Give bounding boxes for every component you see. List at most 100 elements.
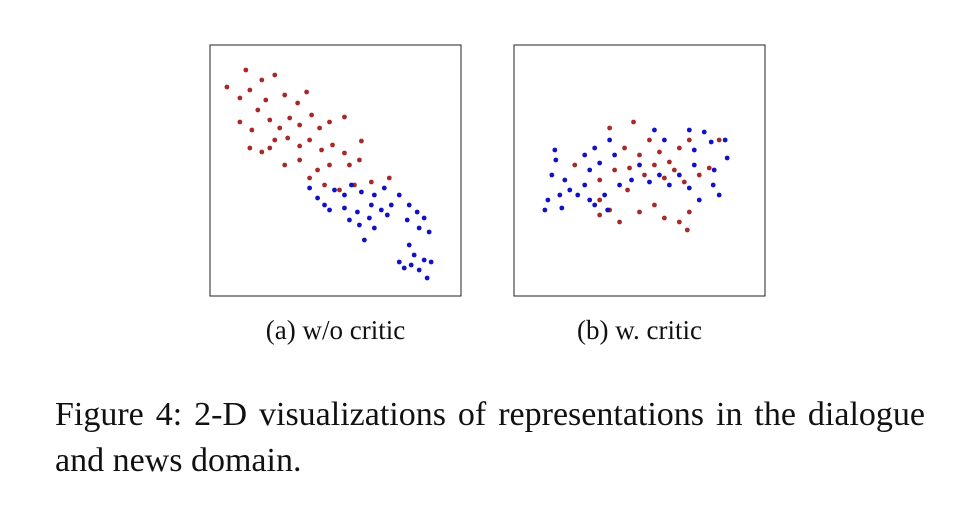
point	[666, 182, 672, 188]
point	[243, 67, 249, 73]
point	[416, 225, 422, 231]
point	[607, 125, 613, 131]
point	[396, 259, 402, 265]
point	[267, 145, 273, 151]
point	[696, 197, 702, 203]
point	[327, 162, 332, 168]
point	[691, 162, 697, 168]
point	[652, 127, 657, 133]
point	[722, 137, 728, 143]
point	[406, 242, 412, 248]
point	[597, 197, 603, 203]
point	[657, 172, 662, 178]
point	[676, 145, 682, 151]
point	[237, 95, 243, 101]
plot-frame	[209, 44, 462, 297]
point	[267, 117, 273, 123]
point	[572, 162, 578, 168]
point	[676, 172, 682, 178]
point	[368, 179, 374, 185]
point	[426, 229, 432, 235]
point	[342, 150, 347, 156]
point	[625, 187, 630, 193]
point	[647, 137, 652, 143]
point	[396, 192, 402, 198]
point	[662, 215, 667, 221]
point	[701, 129, 707, 135]
point	[411, 252, 417, 258]
point	[597, 212, 603, 218]
point	[247, 145, 253, 151]
point	[366, 215, 372, 221]
point	[557, 192, 563, 198]
point	[332, 187, 337, 193]
point	[315, 167, 320, 173]
point	[602, 192, 608, 198]
point	[378, 207, 384, 213]
point	[319, 147, 324, 153]
point	[637, 152, 642, 158]
point	[686, 137, 692, 143]
point	[347, 162, 352, 168]
point	[627, 165, 632, 171]
point	[381, 185, 387, 191]
point	[255, 107, 261, 113]
point	[317, 125, 322, 131]
point	[592, 202, 598, 208]
point	[605, 207, 611, 213]
point	[716, 192, 722, 198]
point	[259, 149, 265, 155]
point	[388, 202, 394, 208]
point	[408, 262, 414, 268]
point	[297, 122, 303, 128]
point	[637, 162, 642, 168]
point	[686, 185, 692, 191]
point	[706, 165, 712, 171]
point	[406, 202, 412, 208]
point	[631, 119, 636, 125]
point	[327, 207, 332, 213]
point	[368, 202, 374, 208]
point	[559, 205, 565, 211]
point	[322, 182, 327, 188]
point	[696, 172, 702, 178]
point	[652, 162, 657, 168]
point	[676, 219, 682, 225]
point	[404, 217, 410, 223]
point	[307, 185, 313, 191]
point	[711, 167, 717, 173]
point	[671, 167, 677, 173]
figure: (a) w/o critic (b) w. critic	[209, 44, 766, 345]
point	[295, 100, 301, 106]
point	[249, 127, 255, 133]
point	[371, 225, 377, 231]
point	[681, 179, 687, 185]
point	[237, 119, 243, 125]
point	[587, 197, 593, 203]
point	[617, 219, 622, 225]
point	[297, 157, 303, 163]
point	[272, 137, 278, 143]
point	[612, 167, 617, 173]
point	[421, 257, 427, 263]
point	[358, 189, 364, 195]
point	[642, 172, 647, 178]
point	[542, 207, 548, 213]
point	[617, 182, 622, 188]
point	[553, 157, 559, 163]
point	[662, 137, 667, 143]
point	[582, 182, 588, 188]
point	[567, 187, 573, 193]
point	[371, 192, 377, 198]
point	[361, 237, 367, 243]
point	[285, 135, 291, 141]
point	[414, 209, 420, 215]
point	[330, 142, 335, 148]
point	[652, 202, 657, 208]
point	[710, 182, 716, 188]
point	[263, 97, 269, 103]
point	[416, 267, 422, 273]
point	[309, 112, 314, 118]
point	[347, 217, 352, 223]
point	[307, 175, 313, 181]
